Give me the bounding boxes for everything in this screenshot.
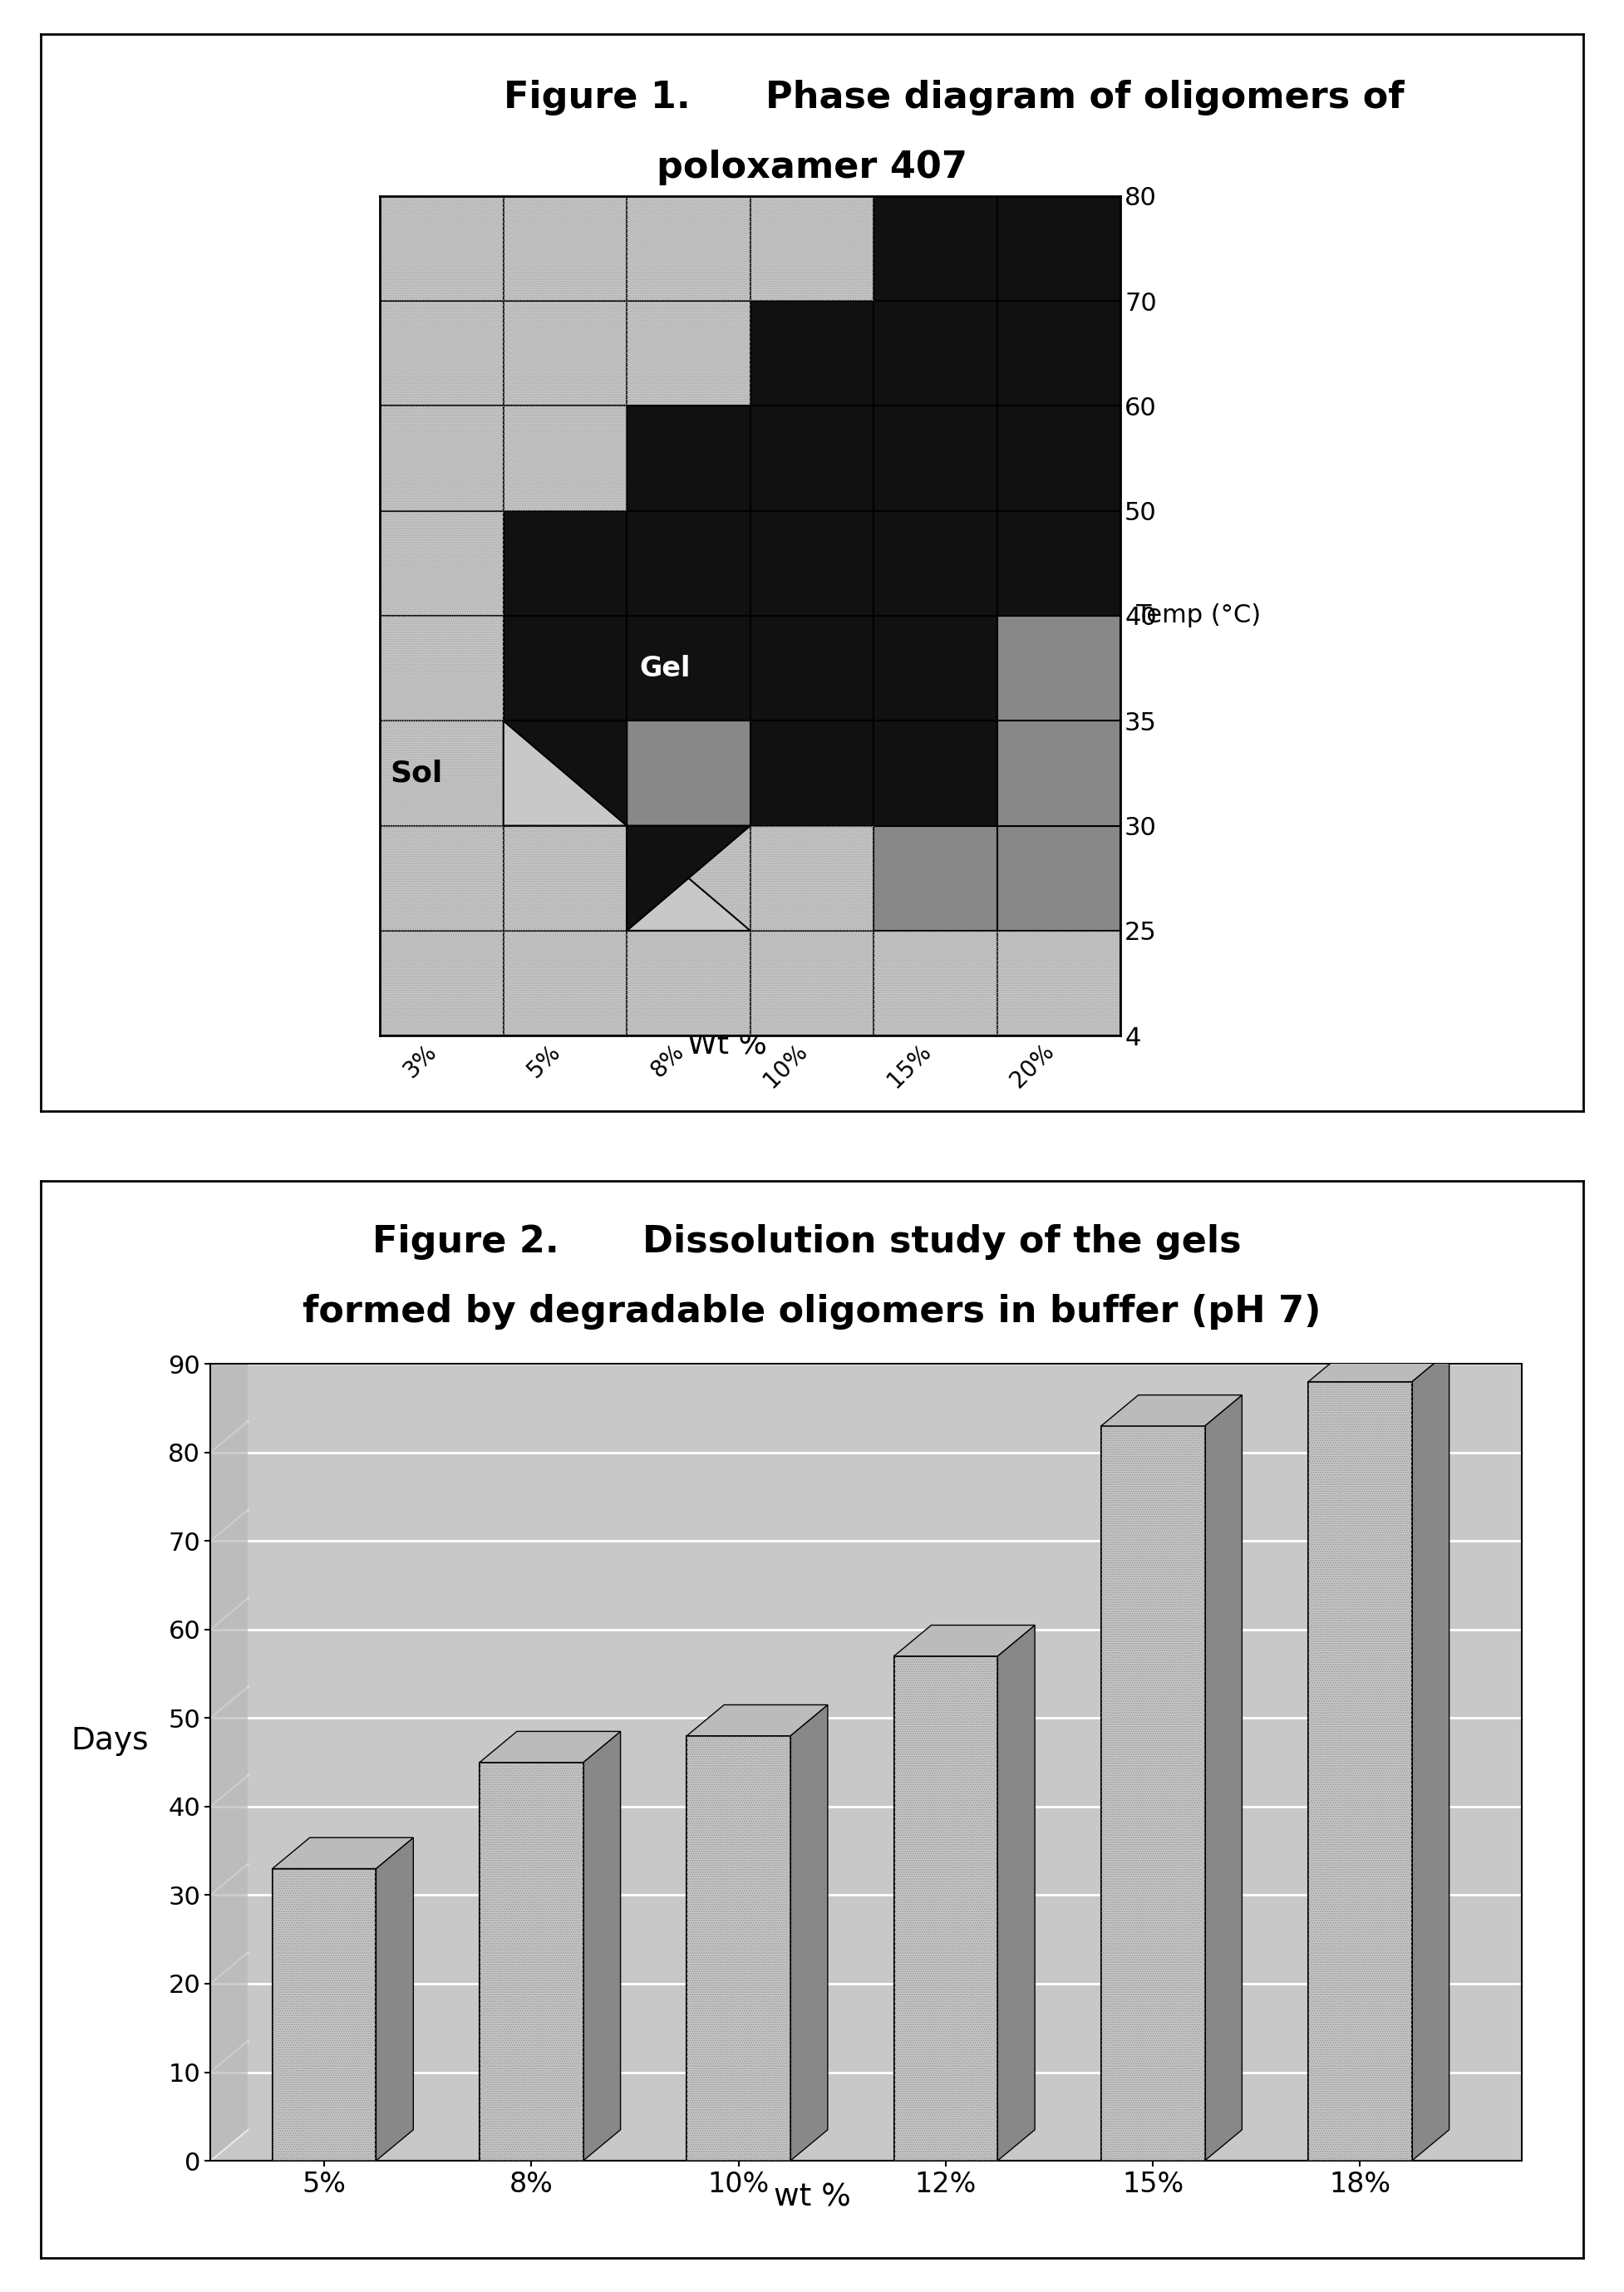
- Text: Figure 1.: Figure 1.: [503, 80, 690, 115]
- Text: formed by degradable oligomers in buffer (pH 7): formed by degradable oligomers in buffer…: [302, 1295, 1322, 1329]
- Text: Dissolution study of the gels: Dissolution study of the gels: [643, 1224, 1241, 1261]
- Text: Phase diagram of oligomers of: Phase diagram of oligomers of: [767, 80, 1405, 115]
- Text: Days: Days: [71, 1726, 149, 1756]
- Text: Figure 2.: Figure 2.: [372, 1224, 559, 1261]
- Text: poloxamer 407: poloxamer 407: [656, 149, 968, 186]
- Text: wt %: wt %: [773, 2182, 851, 2212]
- Text: Wt %: Wt %: [687, 1031, 767, 1059]
